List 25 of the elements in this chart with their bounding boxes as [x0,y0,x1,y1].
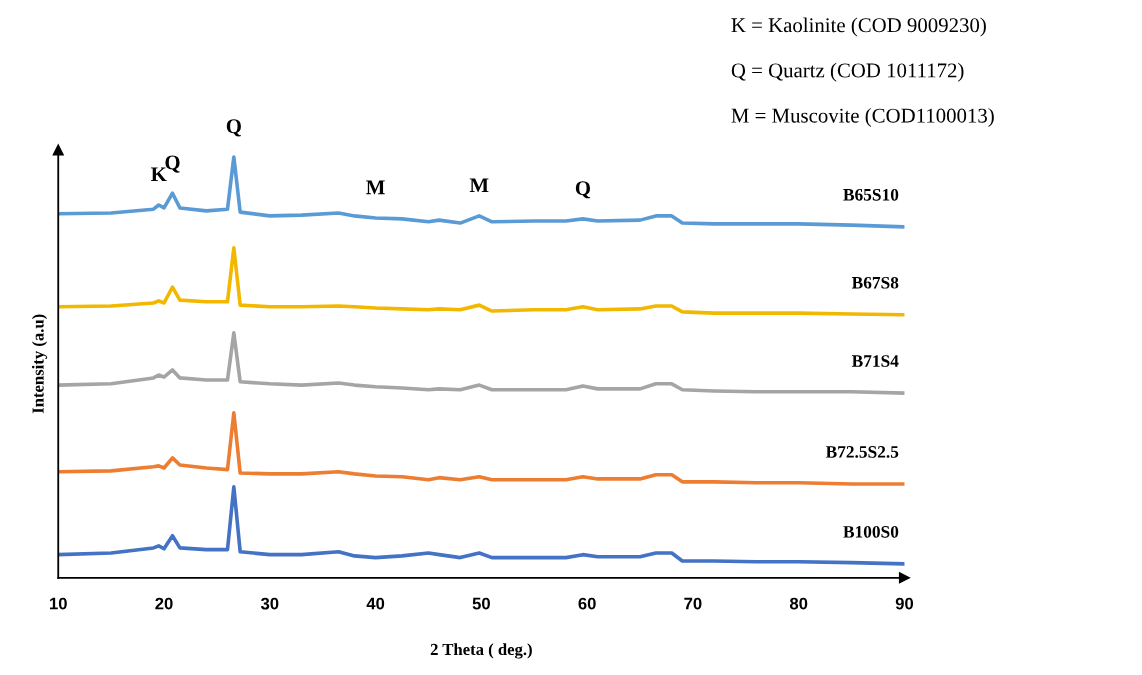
text: K = Kaolinite (COD 9009230) [731,17,986,37]
annotation: Q [226,119,242,137]
y-axis-title: Intensity (a.u) [31,314,48,414]
x-tick-label: 70 [684,597,702,610]
text: Q = Quartz (COD 1011172) [731,62,964,82]
text: M = Muscovite (COD1100013) [731,108,994,127]
series-label: B100S0 [843,525,899,538]
series-label: B65S10 [843,188,899,201]
series-label: B71S4 [851,355,899,367]
series-label: B72.5S2.5 [825,446,899,458]
x-tick-label: 90 [895,597,914,610]
x-tick-label: 30 [260,597,279,610]
x-tick-label: 80 [789,597,808,610]
x-tick-label: 10 [50,597,67,610]
x-tick-label: 60 [578,597,596,610]
annotation: M [366,180,385,195]
x-tick-label: 20 [155,597,173,610]
x-tick-label: 40 [366,597,385,610]
x-tick-label: 50 [472,597,490,610]
annotation: Q [165,155,180,173]
annotation: K [150,167,167,182]
series-label: B67S8 [851,276,899,289]
annotation: M [469,178,489,193]
x-axis-title: 2 Theta ( deg.) [430,643,532,659]
annotation: Q [575,181,591,199]
